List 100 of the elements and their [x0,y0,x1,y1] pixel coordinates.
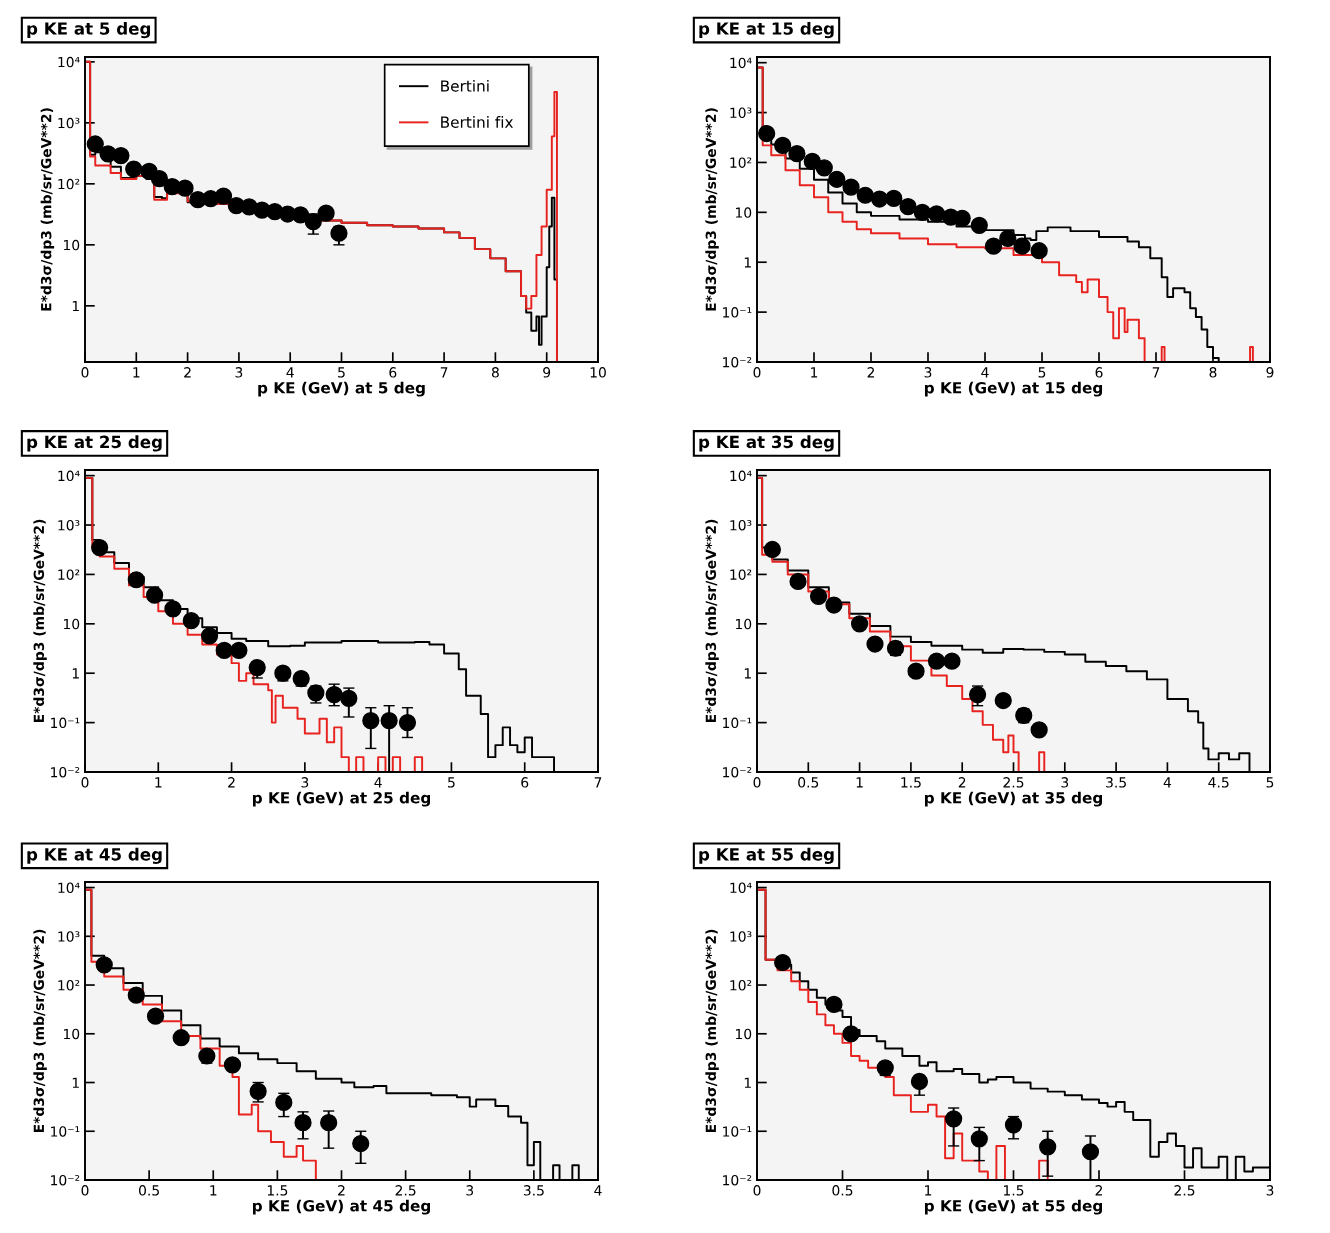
point [112,147,130,165]
y-tick-label: 10⁻¹ [723,717,752,729]
y-tick-label: 1 [744,1077,751,1088]
legend-label: Bertini fix [441,116,514,128]
x-tick-label: 1 [155,777,162,788]
y-tick-label: 10 [735,207,752,218]
x-tick-label: 4 [594,1185,602,1196]
point [945,1110,963,1128]
y-tick-label: 10 [63,239,80,251]
y-tick-label: 10⁴ [730,882,752,894]
point [230,641,248,659]
point [304,213,322,231]
x-tick-label: 0 [753,777,761,788]
x-tick-label: 2 [228,777,235,788]
x-tick-label: 1 [133,367,140,378]
point [970,216,988,234]
y-tick-label: 10² [58,569,80,580]
y-tick-label: 10³ [58,117,80,129]
chart-title: p KE at 5 deg [27,21,151,39]
point [913,203,931,221]
y-tick-label: 10³ [730,931,752,942]
x-tick-label: 4.5 [1208,777,1229,788]
x-axis-title: p KE (GeV) at 35 deg [924,791,1103,807]
y-tick-label: 10⁻¹ [51,717,80,729]
y-tick-label: 1 [72,300,79,312]
point [223,1056,242,1074]
y-axis-title: E*d3σ/dp3 (mb/sr/GeV**2) [33,929,47,1133]
x-tick-label: 2.5 [1174,1185,1195,1196]
point [789,572,807,591]
point [1004,1116,1023,1134]
x-tick-label: 0.5 [832,1185,853,1196]
x-tick-label: 3 [1061,777,1069,788]
x-tick-label: 3 [1266,1185,1274,1196]
y-tick-label: 10⁴ [730,470,752,482]
point [899,198,917,216]
y-tick-label: 10⁻¹ [723,1126,752,1137]
y-axis-title: E*d3σ/dp3 (mb/sr/GeV**2) [705,519,719,723]
x-tick-label: 5 [338,367,345,378]
y-tick-label: 10⁻² [723,1174,752,1186]
point [127,571,145,589]
point [125,160,143,178]
point [842,178,860,196]
y-tick-label: 1 [744,668,751,679]
x-tick-label: 3 [235,367,243,378]
point [200,627,219,645]
x-tick-label: 9 [1266,367,1274,378]
point [330,224,348,242]
chart-title: p KE at 55 deg [699,847,834,864]
point [275,1093,293,1112]
point [870,190,889,208]
x-tick-label: 2 [338,1185,345,1196]
chart-title: p KE at 15 deg [699,21,834,39]
x-tick-label: 1 [925,1185,932,1196]
y-tick-label: 10⁴ [730,57,752,69]
x-tick-label: 2.5 [1003,777,1024,788]
point [825,596,843,614]
x-tick-label: 2 [1095,1185,1103,1196]
x-tick-label: 3 [301,777,309,788]
y-axis-title: E*d3σ/dp3 (mb/sr/GeV**2) [33,519,47,723]
x-tick-label: 7 [594,777,602,788]
y-tick-label: 10 [63,1028,80,1040]
point [317,204,335,222]
y-tick-label: 1 [72,668,79,679]
point [910,1072,929,1091]
point [291,206,310,224]
x-axis-title: p KE (GeV) at 5 deg [258,381,425,397]
x-axis-title: p KE (GeV) at 15 deg [924,381,1103,397]
x-tick-label: 5 [1266,777,1274,788]
point [182,612,200,630]
y-tick-label: 10⁻² [723,766,752,778]
y-axis-title: E*d3σ/dp3 (mb/sr/GeV**2) [40,108,55,311]
y-tick-label: 10² [730,157,752,168]
x-tick-label: 2 [184,367,191,378]
x-tick-label: 0.5 [798,777,819,788]
x-tick-label: 9 [543,367,551,378]
y-tick-label: 10⁴ [58,470,80,482]
x-tick-label: 0.5 [139,1185,159,1196]
y-tick-label: 10³ [58,931,80,942]
point [809,587,828,605]
point [91,538,109,557]
x-tick-label: 3.5 [1106,777,1126,788]
chart-title: p KE at 45 deg [27,847,162,864]
y-tick-label: 10⁻² [51,1174,80,1186]
point [380,711,398,730]
x-tick-label: 4 [981,367,989,378]
point [398,713,417,732]
y-tick-label: 10² [730,980,752,991]
point [850,615,869,633]
chart-title: p KE at 25 deg [27,435,162,452]
point [340,689,358,707]
x-tick-label: 5 [1038,367,1046,378]
y-tick-label: 10 [735,1028,752,1040]
x-tick-label: 1.5 [1003,1185,1024,1196]
point [146,586,164,604]
point [176,179,194,197]
x-tick-label: 1.5 [901,777,921,788]
y-tick-label: 10³ [730,107,752,119]
point [214,187,233,205]
x-tick-label: 2 [958,777,966,788]
x-tick-label: 4 [1163,777,1172,788]
